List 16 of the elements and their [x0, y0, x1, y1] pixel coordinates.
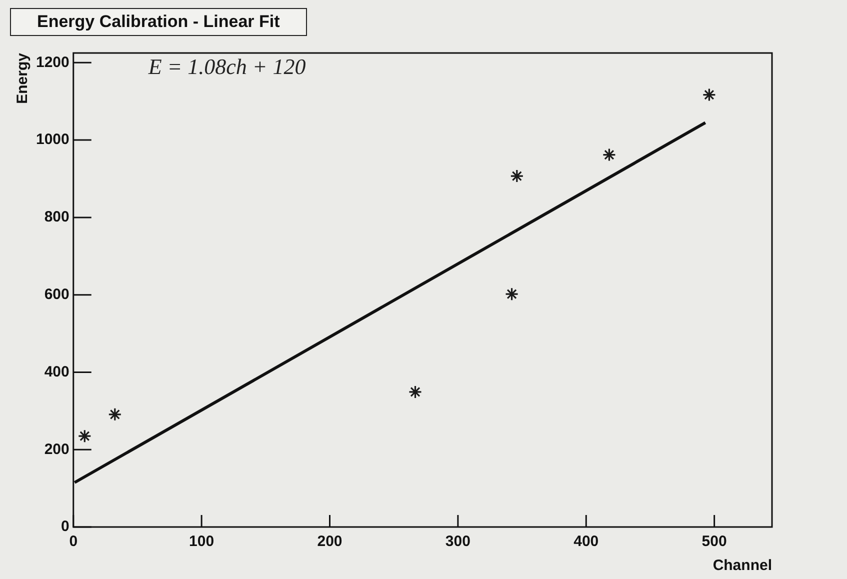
y-tick-label: 0 — [61, 518, 70, 536]
chart-title: Energy Calibration - Linear Fit — [10, 8, 307, 36]
x-tick-label: 300 — [445, 533, 470, 550]
x-axis-title: Channel — [712, 557, 772, 574]
annotation: E = 1.08ch + 120 — [147, 54, 306, 79]
y-tick-label: 600 — [44, 286, 70, 303]
y-tick-label: 1000 — [36, 131, 70, 148]
x-tick-label: 500 — [702, 533, 727, 550]
x-tick-label: 200 — [317, 533, 342, 550]
x-tick-label: 100 — [189, 533, 214, 550]
y-axis-title: Energy — [14, 52, 32, 104]
x-tick-label: 400 — [574, 533, 599, 550]
y-tick-label: 200 — [44, 440, 70, 458]
y-tick-label: 1200 — [36, 54, 70, 71]
y-tick-label: 400 — [44, 363, 70, 380]
y-tick-label: 800 — [44, 208, 70, 226]
